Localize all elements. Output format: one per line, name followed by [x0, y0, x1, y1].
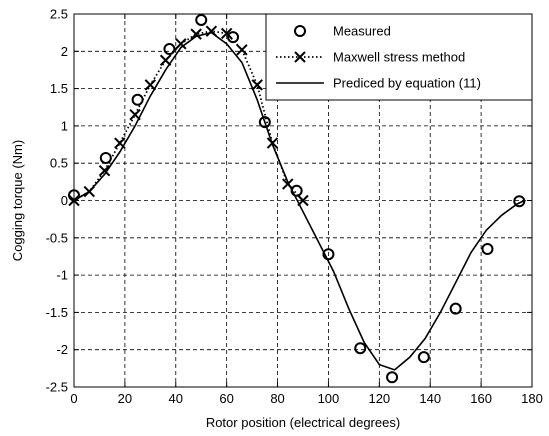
data-point-measured — [449, 302, 462, 315]
data-point-measured — [386, 371, 399, 384]
x-tick-label: 20 — [118, 391, 132, 406]
data-point-measured — [322, 248, 335, 261]
data-point-maxwell — [144, 79, 157, 91]
y-tick-label: -1 — [56, 268, 68, 283]
y-tick-label: -0.5 — [46, 230, 68, 245]
x-tick-label: 60 — [219, 391, 233, 406]
data-point-maxwell — [159, 54, 172, 66]
y-tick-label: -2 — [56, 342, 68, 357]
axis-ticks: 0 20 40 60 80 100 120 140 160 180 2.5 2 1.5 1 0.5 0 -0.5… — [46, 7, 543, 407]
legend-marker-circle — [294, 25, 306, 37]
data-point-maxwell — [175, 38, 187, 50]
legend-item-2: Prediced by equation (11) — [276, 76, 481, 91]
series-line — [73, 31, 525, 371]
data-point-measured — [481, 242, 494, 255]
legend-box — [265, 13, 533, 101]
data-point-measured — [258, 116, 271, 129]
data-point-maxwell — [251, 79, 263, 91]
series-line — [73, 30, 304, 202]
x-tick-label: 100 — [318, 391, 340, 406]
x-tick-label: 180 — [521, 391, 543, 406]
data-point-measured — [354, 342, 367, 355]
y-tick-label: 1.5 — [50, 81, 68, 96]
x-tick-label: 140 — [419, 391, 441, 406]
series-0 — [68, 13, 526, 384]
y-tick-label: 0.5 — [50, 156, 68, 171]
data-point-maxwell — [190, 28, 202, 40]
data-point-measured — [99, 151, 112, 164]
y-tick-label: 2.5 — [50, 7, 68, 22]
legend-item-1: Maxwell stress method — [276, 50, 465, 65]
legend-marker-cross — [294, 51, 306, 63]
legend-item-0: Measured — [294, 24, 391, 39]
legend-label: Measured — [333, 24, 391, 39]
legend-label: Maxwell stress method — [333, 50, 465, 65]
series-1 — [68, 25, 309, 207]
legend: Measured Maxwell stress method Prediced by… — [265, 13, 533, 101]
y-tick-label: -2.5 — [46, 380, 68, 395]
y-tick-label: 2 — [61, 44, 68, 59]
data-point-measured — [417, 351, 430, 364]
y-axis-label: Cogging torque (Nm) — [10, 140, 25, 261]
data-point-maxwell — [98, 164, 111, 177]
y-tick-label: -1.5 — [46, 305, 68, 320]
data-point-maxwell — [220, 27, 233, 40]
x-tick-label: 80 — [270, 391, 284, 406]
x-tick-label: 0 — [70, 391, 77, 406]
y-tick-label: 0 — [61, 193, 68, 208]
data-point-measured — [227, 31, 240, 44]
x-tick-label: 160 — [470, 391, 492, 406]
legend-label: Prediced by equation (11) — [333, 76, 481, 91]
data-point-measured — [195, 13, 208, 26]
y-tick-label: 1 — [61, 118, 68, 133]
series-layer — [68, 13, 526, 384]
x-axis-label: Rotor position (electrical degrees) — [206, 415, 400, 430]
series-2 — [73, 31, 525, 371]
x-tick-label: 40 — [169, 391, 183, 406]
data-point-measured — [163, 43, 176, 56]
data-point-maxwell — [236, 44, 248, 56]
x-tick-label: 120 — [368, 391, 390, 406]
